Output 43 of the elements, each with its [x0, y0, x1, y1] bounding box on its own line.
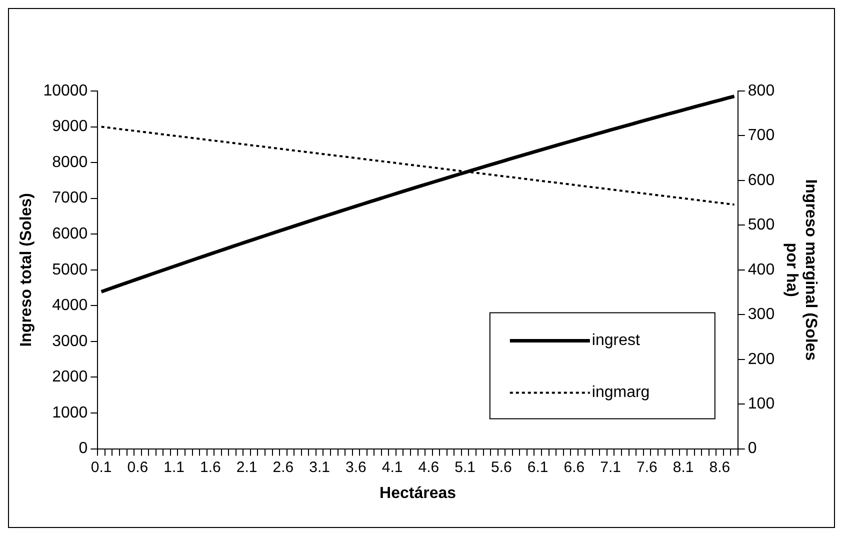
- y-tick-label: 8000: [52, 154, 88, 171]
- x-tick-label: 8.6: [709, 458, 730, 476]
- x-tick-label: 7.1: [600, 458, 622, 476]
- x-tick-label: 2.6: [272, 458, 294, 476]
- x-tick-label: 8.1: [672, 458, 694, 476]
- y2-tick-label: 0: [748, 440, 757, 458]
- y-tick-label: 7000: [52, 190, 88, 207]
- y-tick-label: 10000: [43, 82, 88, 100]
- x-tick-label: 6.1: [527, 458, 548, 476]
- y2-tick-label: 500: [748, 216, 775, 234]
- y2-tick-label: 700: [748, 127, 775, 144]
- y2-tick-label: 400: [748, 261, 775, 278]
- legend-label: ingrest: [592, 332, 640, 350]
- y-axis-title: Ingreso total (Soles): [18, 193, 36, 347]
- y-tick-label: 9000: [52, 118, 88, 136]
- x-tick-label: 0.6: [127, 458, 148, 476]
- x-tick-label: 1.1: [164, 458, 185, 476]
- y2-tick-label: 300: [748, 306, 775, 324]
- y-tick-label: 4000: [52, 297, 88, 314]
- x-tick-label: 4.6: [418, 458, 440, 476]
- x-tick-label: 5.1: [454, 458, 476, 476]
- y2-tick-label: 800: [748, 82, 775, 100]
- y-tick-label: 3000: [52, 332, 88, 350]
- y2-tick-label: 600: [748, 172, 775, 189]
- y2-tick-label: 200: [748, 350, 775, 368]
- x-tick-label: 5.6: [491, 458, 512, 476]
- y2-tick-label: 100: [748, 395, 775, 412]
- x-tick-label: 3.1: [309, 458, 330, 476]
- y-tick-label: 1000: [52, 404, 88, 422]
- x-axis-title: Hectáreas: [380, 484, 456, 502]
- y-tick-label: 2000: [52, 368, 88, 386]
- x-tick-label: 0.1: [90, 458, 112, 476]
- y-tick-label: 5000: [52, 261, 88, 278]
- x-tick-label: 1.6: [200, 458, 221, 476]
- y-tick-label: 6000: [52, 226, 88, 243]
- y-tick-label: 0: [78, 440, 88, 458]
- x-tick-label: 7.6: [636, 458, 658, 476]
- legend-label: ingmarg: [592, 384, 650, 402]
- x-tick-label: 3.6: [346, 458, 366, 476]
- x-tick-label: 4.1: [382, 458, 403, 476]
- x-tick-label: 6.6: [564, 458, 585, 476]
- x-tick-label: 2.1: [236, 458, 258, 476]
- y2-axis-title: Ingreso marginal (Soles por ha): [782, 179, 819, 361]
